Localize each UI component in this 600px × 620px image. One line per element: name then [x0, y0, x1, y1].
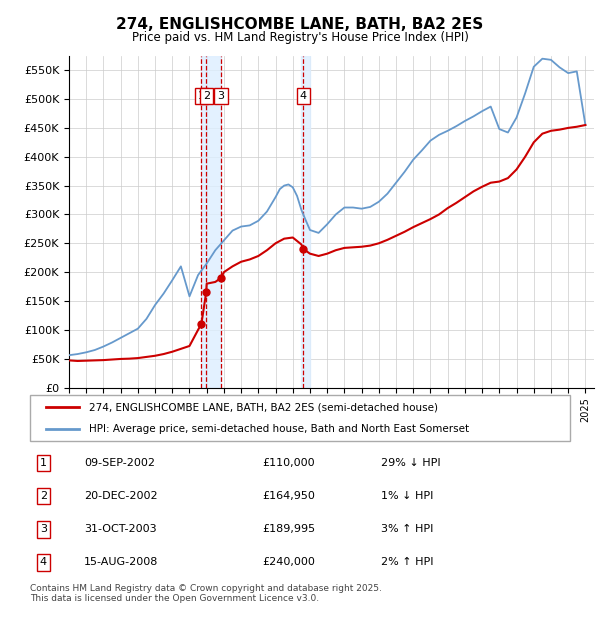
- Text: 2% ↑ HPI: 2% ↑ HPI: [381, 557, 433, 567]
- Text: 4: 4: [300, 91, 307, 101]
- Text: 09-SEP-2002: 09-SEP-2002: [84, 458, 155, 468]
- Text: 3% ↑ HPI: 3% ↑ HPI: [381, 524, 433, 534]
- Text: 274, ENGLISHCOMBE LANE, BATH, BA2 2ES: 274, ENGLISHCOMBE LANE, BATH, BA2 2ES: [116, 17, 484, 32]
- Text: 1% ↓ HPI: 1% ↓ HPI: [381, 491, 433, 501]
- Text: HPI: Average price, semi-detached house, Bath and North East Somerset: HPI: Average price, semi-detached house,…: [89, 424, 470, 434]
- Bar: [301, 56, 310, 388]
- Text: Price paid vs. HM Land Registry's House Price Index (HPI): Price paid vs. HM Land Registry's House …: [131, 31, 469, 44]
- Text: £189,995: £189,995: [262, 524, 316, 534]
- Text: 2: 2: [40, 491, 47, 501]
- Text: £110,000: £110,000: [262, 458, 315, 468]
- Text: Contains HM Land Registry data © Crown copyright and database right 2025.
This d: Contains HM Land Registry data © Crown c…: [30, 584, 382, 603]
- Text: 4: 4: [40, 557, 47, 567]
- Text: 3: 3: [40, 524, 47, 534]
- Text: 29% ↓ HPI: 29% ↓ HPI: [381, 458, 440, 468]
- Text: 31-OCT-2003: 31-OCT-2003: [84, 524, 157, 534]
- Text: 1: 1: [198, 91, 205, 101]
- Text: £164,950: £164,950: [262, 491, 315, 501]
- Text: 1: 1: [40, 458, 47, 468]
- Bar: [202, 56, 221, 388]
- Text: 20-DEC-2002: 20-DEC-2002: [84, 491, 158, 501]
- Text: 274, ENGLISHCOMBE LANE, BATH, BA2 2ES (semi-detached house): 274, ENGLISHCOMBE LANE, BATH, BA2 2ES (s…: [89, 402, 439, 412]
- Text: £240,000: £240,000: [262, 557, 315, 567]
- FancyBboxPatch shape: [30, 395, 570, 441]
- Text: 3: 3: [217, 91, 224, 101]
- Text: 2: 2: [203, 91, 210, 101]
- Text: 15-AUG-2008: 15-AUG-2008: [84, 557, 158, 567]
